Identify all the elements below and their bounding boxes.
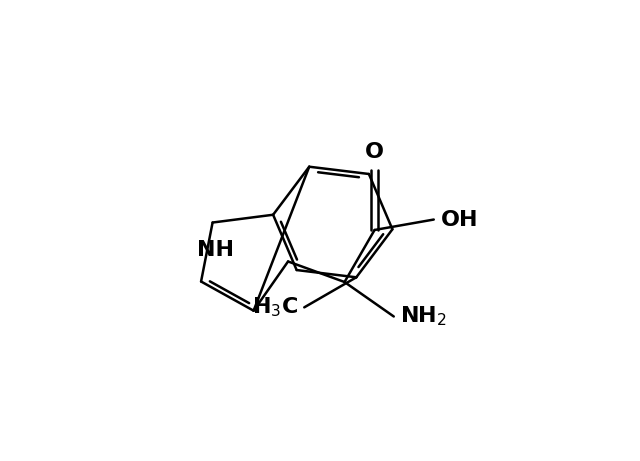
Text: H$_3$C: H$_3$C [252,296,298,319]
Text: O: O [365,142,384,162]
Text: NH$_2$: NH$_2$ [400,305,447,328]
Text: OH: OH [442,210,479,230]
Text: NH: NH [197,240,234,260]
